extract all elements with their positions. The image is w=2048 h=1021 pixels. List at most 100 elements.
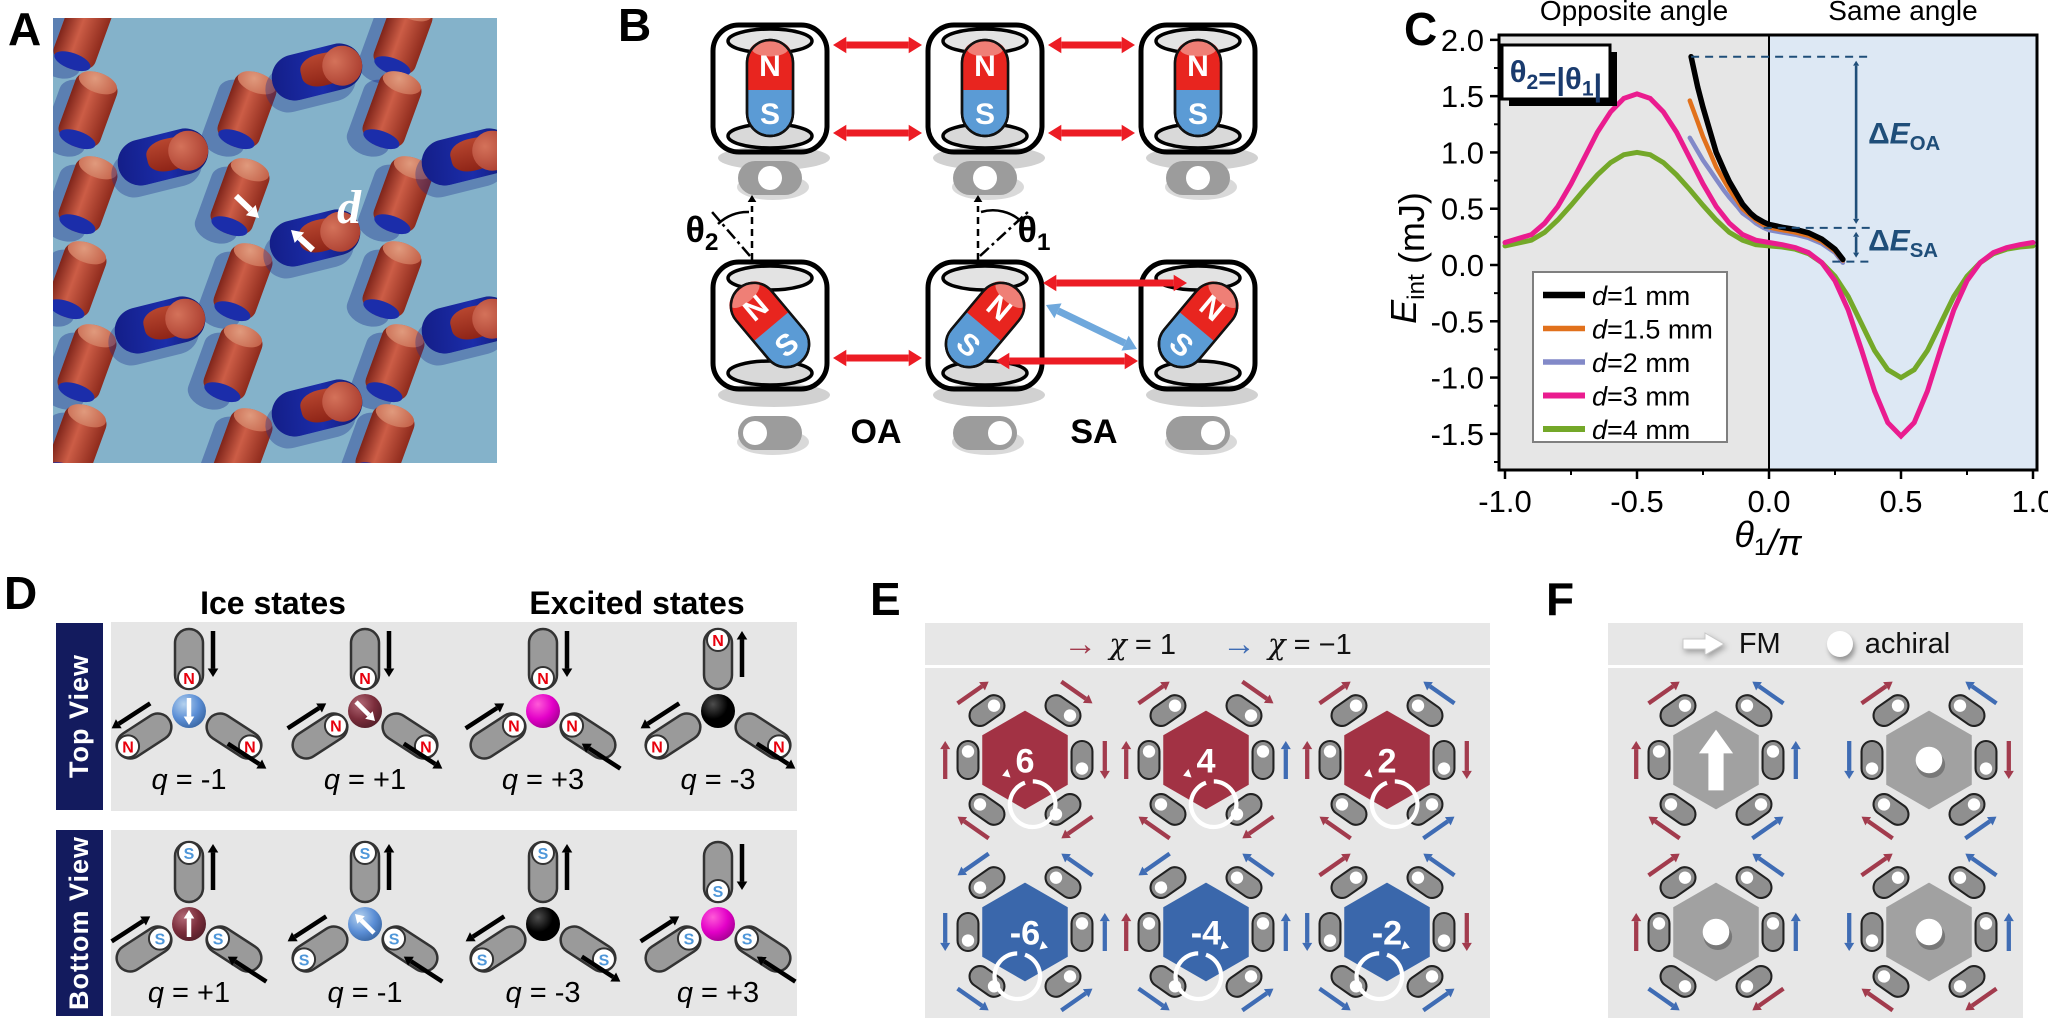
- panel-a-lattice-image: [53, 18, 497, 463]
- panel-label-d: D: [4, 567, 38, 619]
- gap-distance-label: d: [337, 181, 362, 234]
- hexagon-cluster: -4: [1121, 851, 1291, 1013]
- svg-text:S: S: [389, 932, 400, 949]
- bar-magnet: NS: [944, 281, 1026, 369]
- svg-text:S: S: [477, 952, 488, 969]
- chi-plus-value: = 1: [1126, 628, 1177, 661]
- chi-minus-value: = −1: [1285, 628, 1352, 661]
- svg-text:S: S: [213, 932, 224, 949]
- svg-text:θ2=|θ1|: θ2=|θ1|: [1510, 54, 1602, 103]
- top-view-toggle-icon: [737, 416, 809, 455]
- trijunction-motif: S S Sq = +3: [639, 840, 797, 1009]
- svg-text:q = -1: q = -1: [328, 977, 403, 1009]
- svg-text:N: N: [420, 739, 432, 756]
- svg-text:N: N: [122, 739, 134, 756]
- hexagon-cluster: 2: [1302, 681, 1472, 841]
- hexagon-cluster: 6: [940, 679, 1110, 841]
- achiral-label: achiral: [1864, 627, 1951, 660]
- svg-text:N: N: [773, 739, 785, 756]
- panel-label-f: F: [1546, 573, 1575, 625]
- chi-symbol: χ: [1109, 626, 1127, 661]
- oa-label: OA: [851, 413, 902, 451]
- bar-magnet: NS: [729, 281, 811, 369]
- svg-text:N: N: [359, 671, 371, 688]
- svg-text:d=4 mm: d=4 mm: [1592, 415, 1690, 445]
- bar-magnet: NS: [745, 38, 795, 138]
- svg-text:q = -3: q = -3: [506, 977, 581, 1009]
- chart-legend: d=1 mm d=1.5 mmd=2 mm d=3 mmd=4 mm: [1532, 271, 1728, 445]
- svg-text:0.5: 0.5: [1441, 192, 1484, 227]
- svg-text:-1.5: -1.5: [1431, 417, 1484, 452]
- svg-text:N: N: [537, 671, 549, 688]
- svg-text:q = +3: q = +3: [502, 764, 584, 796]
- svg-text:d=2 mm: d=2 mm: [1592, 348, 1690, 378]
- svg-text:0.0: 0.0: [1441, 248, 1484, 283]
- chirality-number: 2: [1377, 742, 1396, 780]
- panel-f-legend: FM achiral: [1608, 623, 2023, 665]
- top-view-toggle-icon: [737, 161, 809, 200]
- hexagon-cluster: -2: [1302, 853, 1472, 1013]
- panel-a-annotation-layer: d: [233, 181, 362, 253]
- axis-ticks: -1.0 -0.5 0.0 0.5 1.0 -1.5 -1.0 -0.5 0.0 0.5 1.0 1.…: [1431, 23, 2048, 519]
- top-view-toggle-icon: [1165, 416, 1237, 455]
- chi-symbol: χ: [1268, 626, 1286, 661]
- top-view-toggle-icon: [1165, 161, 1237, 200]
- svg-text:S: S: [1188, 98, 1208, 131]
- svg-text:N: N: [508, 719, 520, 736]
- svg-text:N: N: [712, 633, 724, 650]
- chi-plus-legend: → χ = 1: [1063, 625, 1177, 663]
- svg-text:0.5: 0.5: [1879, 484, 1922, 519]
- hexagon-cluster: -6: [940, 851, 1110, 1013]
- trijunction-motif: S S Sq = -1: [287, 840, 444, 1009]
- chirality-number: 4: [1196, 742, 1215, 780]
- svg-text:q = +1: q = +1: [324, 764, 406, 796]
- top-view-toggle-icon: [952, 161, 1024, 200]
- bar-magnet: NS: [1157, 281, 1239, 369]
- svg-text:d=3 mm: d=3 mm: [1592, 382, 1690, 412]
- svg-text:S: S: [599, 952, 610, 969]
- svg-text:N: N: [759, 50, 781, 83]
- trijunction-motif: N N Nq = +1: [286, 627, 443, 796]
- svg-text:-0.5: -0.5: [1431, 304, 1484, 339]
- svg-text:q = +3: q = +3: [677, 977, 759, 1009]
- svg-text:S: S: [975, 98, 995, 131]
- panel-d-motifs: N N Nq = -1 N N Nq = +1 N N Nq = +3 N N Nq = -3 S S Sq…: [110, 627, 797, 1009]
- trijunction-motif: N N Nq = -3: [640, 627, 796, 796]
- panel-f-hexagons: [1631, 681, 2014, 1013]
- bottom-view-panel: [111, 830, 797, 1016]
- svg-text:N: N: [566, 719, 578, 736]
- top-view-bar: Top View: [56, 623, 103, 810]
- fm-arrow-icon: [1682, 632, 1725, 656]
- svg-text:S: S: [360, 846, 371, 863]
- fm-legend: FM: [1681, 628, 1781, 661]
- svg-text:S: S: [299, 952, 310, 969]
- svg-text:1.0: 1.0: [1441, 135, 1484, 170]
- same-angle-title: Same angle: [1828, 0, 1977, 26]
- svg-text:N: N: [183, 671, 195, 688]
- chart-curves: [1502, 53, 2036, 440]
- chirality-number: -4: [1191, 914, 1221, 952]
- trijunction-motif: N N Nq = +3: [464, 627, 622, 796]
- trijunction-motif: S S Sq = -3: [465, 840, 621, 1009]
- svg-text:S: S: [742, 932, 753, 949]
- panel-label-b: B: [618, 0, 652, 51]
- bar-magnet: NS: [960, 38, 1010, 138]
- svg-text:S: S: [760, 98, 780, 131]
- svg-text:d=1 mm: d=1 mm: [1592, 281, 1690, 311]
- svg-text:N: N: [974, 50, 996, 83]
- hexagon-cluster: [1844, 681, 2014, 841]
- chirality-number: -6: [1010, 914, 1040, 952]
- panel-e-legend: → χ = 1 → χ = −1: [925, 623, 1490, 665]
- svg-text:S: S: [713, 884, 724, 901]
- hexagon-cluster: 4: [1121, 679, 1291, 841]
- svg-text:S: S: [184, 846, 195, 863]
- achiral-legend: achiral: [1826, 627, 1951, 661]
- panel-label-c: C: [1404, 3, 1438, 55]
- svg-text:ΔEOA: ΔEOA: [1868, 117, 1940, 155]
- svg-text:-1.0: -1.0: [1431, 361, 1484, 396]
- svg-text:0.0: 0.0: [1747, 484, 1790, 519]
- svg-text:q = -1: q = -1: [152, 764, 227, 796]
- svg-text:S: S: [538, 846, 549, 863]
- panel-label-a: A: [8, 3, 42, 55]
